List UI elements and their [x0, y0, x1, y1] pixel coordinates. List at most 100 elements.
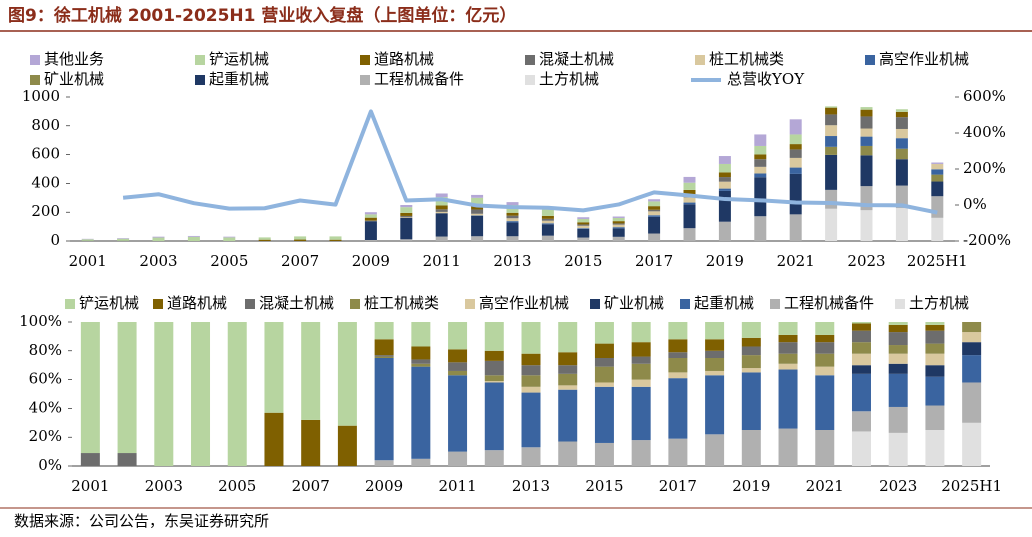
bar-segment	[152, 237, 165, 241]
legend-swatch	[525, 55, 535, 65]
x-tick-label: 2003	[139, 252, 177, 270]
legend-label: 混凝土机械	[539, 50, 614, 68]
legend-swatch	[195, 75, 205, 85]
bar-segment	[448, 375, 468, 452]
bar-segment	[541, 215, 554, 219]
bar-segment	[825, 107, 838, 115]
x-tick-label: 2003	[145, 477, 183, 495]
x-tick-label: 2019	[706, 252, 744, 270]
y-tick-label: 800	[31, 116, 60, 134]
bar-segment	[851, 323, 871, 331]
x-tick-label: 2001	[71, 477, 109, 495]
bar-segment	[612, 217, 625, 222]
bar-segment	[825, 154, 838, 190]
y-tick-label: 200	[31, 202, 60, 220]
bar-segment	[895, 185, 908, 209]
bar-segment	[612, 224, 625, 228]
bar-segment	[895, 117, 908, 129]
bar-segment	[471, 197, 484, 207]
legend-label: 其他业务	[44, 50, 104, 68]
x-tick-label: 2009	[365, 477, 403, 495]
bar-segment	[435, 236, 448, 241]
bar-segment	[718, 172, 731, 178]
bar-segment	[815, 375, 835, 430]
bar-segment	[558, 352, 578, 366]
bar-segment	[668, 352, 688, 358]
bar-segment	[411, 346, 431, 360]
bar-segment	[448, 322, 468, 350]
bar-segment	[895, 128, 908, 139]
legend-label: 矿业机械	[604, 294, 664, 312]
bar-segment	[895, 208, 908, 241]
bar-segment	[741, 337, 761, 347]
bar-segment	[683, 176, 696, 183]
bar-segment	[506, 222, 519, 237]
bar-segment	[895, 159, 908, 186]
bar-segment	[778, 363, 798, 370]
bar-segment	[815, 322, 835, 335]
bar-segment	[925, 376, 945, 406]
bar-segment	[374, 356, 394, 358]
bar-segment	[718, 156, 731, 164]
bar-segment	[471, 206, 484, 210]
bar-segment	[778, 369, 798, 429]
bar-segment	[435, 193, 448, 198]
bar-segment	[789, 149, 802, 158]
bar-segment	[521, 375, 541, 387]
bar-segment	[558, 365, 578, 374]
legend-label: 道路机械	[167, 294, 227, 312]
bar-segment	[577, 228, 590, 229]
bar-segment	[577, 228, 590, 238]
bar-segment	[471, 213, 484, 216]
bar-segment	[471, 215, 484, 237]
bar-segment	[851, 411, 871, 432]
bar-segment	[962, 342, 982, 356]
bar-segment	[860, 128, 873, 137]
bar-segment	[594, 366, 614, 383]
bar-segment	[594, 358, 614, 367]
bar-segment	[612, 227, 625, 229]
bar-segment	[851, 330, 871, 343]
bar-segment	[484, 381, 504, 383]
bar-segment	[400, 217, 413, 240]
x-tick-label: 2011	[438, 477, 476, 495]
legend-swatch	[680, 299, 690, 309]
bar-segment	[718, 163, 731, 173]
bar-segment	[631, 363, 651, 380]
bar-segment	[741, 430, 761, 466]
x-tick-label: 2017	[659, 477, 697, 495]
yoy-line	[122, 109, 938, 215]
bar-segment	[594, 442, 614, 466]
bar-segment	[741, 346, 761, 356]
bar-segment	[683, 182, 696, 190]
bar-segment	[374, 358, 394, 461]
bar-segment	[851, 365, 871, 374]
y-tick-label: 20%	[29, 427, 62, 445]
bar-segment	[668, 322, 688, 340]
bar-segment	[888, 324, 908, 333]
bar-segment	[435, 211, 448, 214]
bar-segment	[815, 366, 835, 376]
bar-segment	[471, 194, 484, 198]
bar-segment	[705, 375, 725, 435]
bar-segment	[558, 389, 578, 442]
y-tick-label: 100%	[19, 312, 62, 330]
bar-segment	[400, 239, 413, 241]
legend-swatch	[465, 299, 475, 309]
bar-segment	[631, 322, 651, 343]
bar-segment	[191, 322, 211, 466]
bar-segment	[484, 450, 504, 466]
bar-segment	[815, 353, 835, 367]
bar-segment	[825, 106, 838, 108]
bar-segment	[925, 322, 945, 325]
bar-segment	[668, 438, 688, 466]
bar-segment	[668, 378, 688, 439]
bar-segment	[705, 358, 725, 371]
bar-segment	[925, 324, 945, 331]
bar-segment	[506, 218, 519, 222]
x-tick-label: 2025H1	[941, 477, 1002, 495]
bar-segment	[888, 373, 908, 407]
bar-segment	[741, 372, 761, 430]
bar-segment	[329, 239, 342, 241]
bar-segment	[337, 425, 357, 466]
